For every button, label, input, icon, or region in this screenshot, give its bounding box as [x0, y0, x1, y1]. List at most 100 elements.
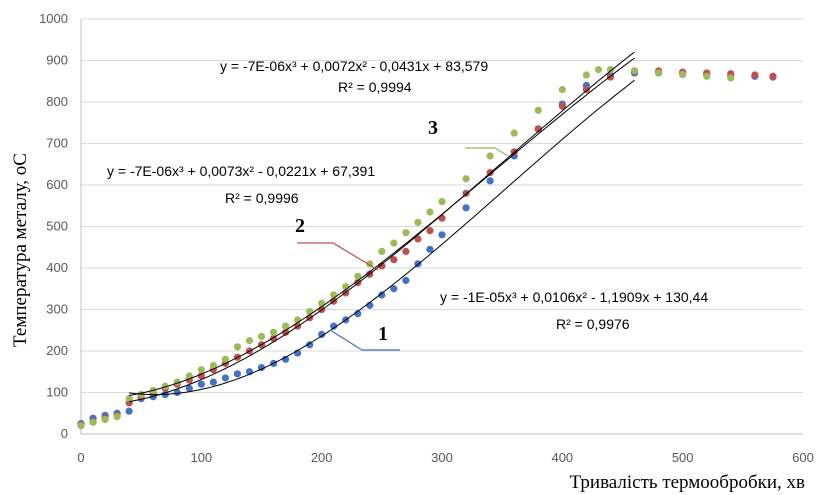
data-point-series-3	[318, 299, 326, 307]
data-point-series-2	[582, 85, 591, 94]
data-point-series-3	[655, 69, 663, 77]
data-point-series-3	[269, 328, 278, 336]
data-point-series-2	[390, 256, 398, 264]
series-label-2: 2	[295, 215, 305, 237]
y-tick-label: 100	[46, 385, 68, 400]
data-point-series-2	[197, 372, 205, 380]
data-point-series-1	[281, 355, 290, 363]
x-axis-title: Тривалість термообробки, хв	[570, 472, 805, 493]
data-point-series-1	[306, 341, 314, 349]
leader-line-1	[329, 329, 400, 351]
data-point-series-3	[510, 129, 518, 137]
data-point-series-3	[462, 175, 470, 183]
y-axis-title: Температура металу, оС	[10, 153, 31, 347]
trend-r2-3: R² = 0,9994	[338, 79, 412, 95]
y-tick-label: 900	[46, 53, 68, 68]
data-point-series-3	[426, 208, 434, 216]
x-tick-label: 200	[311, 450, 333, 465]
data-point-series-3	[197, 366, 205, 374]
data-point-series-3	[281, 322, 290, 330]
y-tick-label: 700	[46, 136, 68, 151]
data-point-series-1	[402, 276, 410, 285]
data-point-series-1	[390, 285, 398, 293]
annotations	[297, 147, 509, 351]
data-point-series-3	[233, 343, 242, 351]
data-point-series-1	[209, 378, 217, 386]
x-tick-label: 100	[190, 450, 212, 465]
data-point-series-3	[77, 422, 85, 430]
data-point-series-3	[630, 67, 639, 75]
data-point-series-3	[534, 106, 542, 114]
trendline-series-3	[129, 57, 635, 396]
data-point-series-3	[606, 66, 615, 74]
data-point-series-1	[221, 374, 229, 382]
data-point-series-3	[594, 66, 603, 74]
x-tick-label: 400	[551, 450, 573, 465]
data-point-series-1	[318, 330, 326, 338]
data-point-series-3	[390, 239, 398, 247]
trend-r2-1: R² = 0,9976	[556, 316, 630, 332]
data-point-series-3	[486, 152, 494, 160]
trend-equation-3: y = -7E-06x³ + 0,0072x² - 0,0431x + 83,5…	[220, 58, 488, 74]
data-point-series-3	[257, 332, 266, 341]
y-tick-label: 300	[46, 302, 68, 317]
data-point-series-1	[330, 322, 338, 330]
data-point-series-1	[486, 177, 494, 185]
data-point-series-1	[173, 388, 181, 397]
y-tick-label: 600	[46, 177, 68, 192]
data-point-series-3	[402, 229, 410, 237]
data-point-series-1	[233, 370, 242, 378]
x-tick-label: 600	[792, 450, 814, 465]
data-point-series-3	[306, 307, 314, 316]
tick-labels: 0 100 200 300 400 500 600 700 800 900 1000 0 100 200 3…	[39, 11, 814, 465]
data-point-series-1	[197, 380, 205, 388]
x-tick-label: 500	[672, 450, 694, 465]
data-point-series-3	[378, 247, 386, 255]
data-point-series-3	[113, 412, 121, 421]
leader-line-3	[465, 147, 509, 157]
data-point-series-2	[534, 125, 542, 133]
data-point-series-1	[354, 310, 362, 318]
data-point-series-3	[558, 85, 566, 94]
trend-lines	[129, 51, 635, 403]
data-point-series-2	[402, 247, 410, 255]
data-point-series-3	[330, 291, 338, 299]
y-tick-label: 500	[46, 219, 68, 234]
data-point-series-2	[414, 235, 422, 243]
y-tick-label: 1000	[39, 11, 68, 26]
data-point-series-1	[125, 407, 133, 415]
trendline-series-2	[129, 51, 635, 403]
data-point-series-2	[281, 328, 290, 336]
x-tick-label: 300	[431, 450, 453, 465]
data-points	[77, 66, 777, 430]
axes	[80, 19, 803, 435]
data-point-series-3	[679, 71, 687, 79]
data-point-series-2	[558, 102, 566, 110]
trend-equation-1: y = -1E-05x³ + 0,0106x² - 1,1909x + 130,…	[440, 289, 708, 305]
data-point-series-3	[209, 361, 217, 370]
series-label-3: 3	[428, 117, 438, 139]
data-point-series-3	[245, 337, 254, 345]
data-point-series-3	[125, 395, 133, 403]
data-point-series-3	[89, 418, 97, 426]
leader-line-2	[297, 242, 379, 271]
trend-equation-2: y = -7E-06x³ + 0,0073x² - 0,0221x + 67,3…	[107, 163, 375, 179]
data-point-series-3	[221, 355, 229, 363]
data-point-series-3	[161, 382, 169, 390]
y-tick-label: 200	[46, 343, 68, 358]
trendline-series-1	[129, 79, 635, 396]
gridlines	[81, 18, 803, 393]
data-point-series-3	[582, 71, 591, 79]
y-tick-label: 0	[61, 426, 68, 441]
y-tick-label: 400	[46, 260, 68, 275]
data-point-series-2	[769, 72, 777, 80]
data-point-series-1	[438, 231, 446, 239]
data-point-series-2	[751, 71, 759, 79]
data-point-series-3	[703, 72, 711, 80]
series-label-1: 1	[378, 323, 388, 345]
data-point-series-1	[426, 245, 434, 253]
data-point-series-3	[101, 415, 109, 424]
data-point-series-3	[354, 272, 362, 280]
data-point-series-3	[414, 218, 422, 226]
